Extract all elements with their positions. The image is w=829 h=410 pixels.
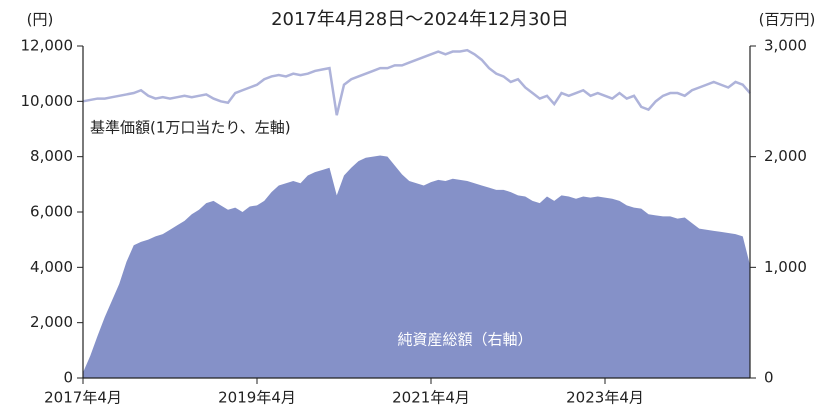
line	[82, 48, 751, 116]
y2-tick-label: 0	[764, 369, 774, 387]
x-tick-label: 2021年4月	[392, 389, 470, 407]
y-tick-label: 2,000	[30, 313, 73, 331]
series-label: 純資産総額（右軸）	[397, 331, 532, 349]
series-label: 基準価額(1万口当たり、左軸)	[90, 119, 291, 137]
y-tick-label: 10,000	[21, 92, 74, 110]
y-unit: (円)	[27, 11, 54, 29]
x-tick-label: 2017年4月	[44, 389, 122, 407]
y2-tick-label: 3,000	[764, 37, 807, 55]
y-tick-label: 12,000	[21, 37, 74, 55]
chart-title: 2017年4月28日～2024年12月30日	[271, 9, 569, 30]
y2-tick-label: 2,000	[764, 147, 807, 165]
x-tick-label: 2023年4月	[566, 389, 644, 407]
y-tick-label: 4,000	[30, 258, 73, 276]
area	[83, 155, 750, 378]
y-tick-label: 0	[63, 369, 73, 387]
y-tick-label: 8,000	[30, 147, 73, 165]
y2-unit: (百万円)	[759, 11, 816, 29]
y-tick-label: 6,000	[30, 203, 73, 221]
x-tick-label: 2019年4月	[218, 389, 296, 407]
y2-tick-label: 1,000	[764, 258, 807, 276]
